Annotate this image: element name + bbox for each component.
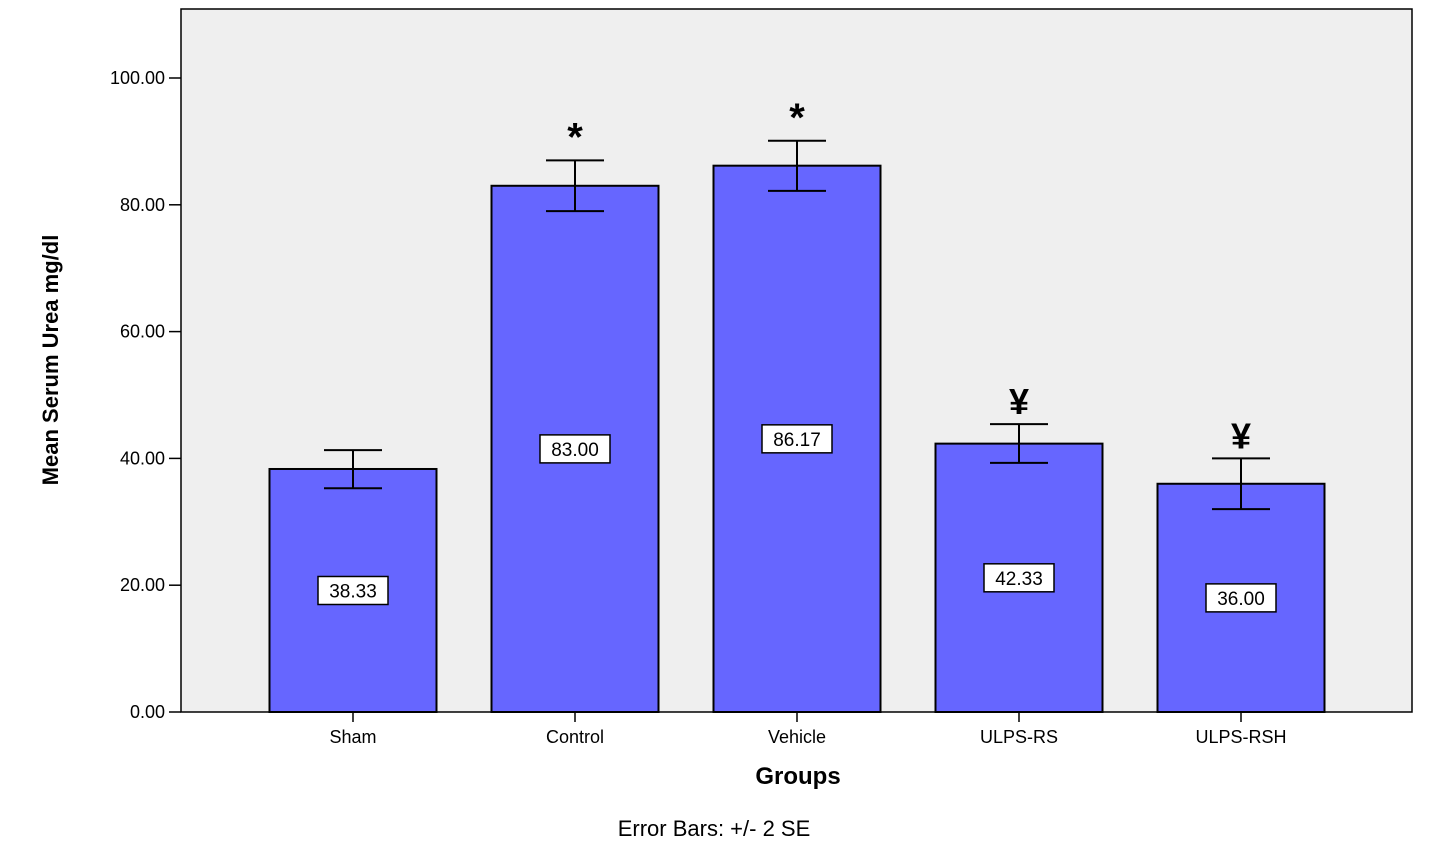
error-bars-footnote: Error Bars: +/- 2 SE	[618, 816, 811, 841]
value-label-text: 36.00	[1217, 589, 1265, 610]
value-label-box	[539, 434, 611, 464]
value-label-text: 42.33	[995, 569, 1043, 590]
y-tick-label: 100.00	[110, 68, 165, 88]
y-axis: 0.00 20.00 40.00 60.00 80.00 100.00	[110, 68, 181, 722]
value-label: 42.33	[983, 563, 1055, 593]
value-label: 83.00	[539, 434, 611, 464]
significance-yen: ¥	[1009, 381, 1029, 422]
x-tick-label: Control	[546, 727, 604, 747]
value-label-box	[317, 575, 389, 606]
x-tick-label: ULPS-RSH	[1195, 727, 1286, 747]
significance-markers-group: * * ¥ ¥	[567, 96, 1251, 457]
value-label-box	[983, 563, 1055, 593]
y-axis-title: Mean Serum Urea mg/dl	[38, 235, 63, 486]
value-label-text: 86.17	[773, 430, 821, 451]
significance-asterisk: *	[567, 115, 583, 159]
value-label-text: 83.00	[551, 440, 599, 461]
y-tick-label: 40.00	[120, 448, 165, 468]
significance-yen: ¥	[1231, 415, 1251, 456]
y-tick-label: 60.00	[120, 322, 165, 342]
x-tick-label: Sham	[329, 727, 376, 747]
error-bars-group	[324, 139, 1270, 511]
x-tick-label: ULPS-RS	[980, 727, 1058, 747]
value-label: 86.17	[761, 424, 833, 454]
value-labels-group: 38.33 83.00 86.17 42.33 36.00	[317, 424, 1277, 613]
value-label-text: 38.33	[329, 581, 377, 602]
value-label-box	[1205, 583, 1277, 613]
value-label: 38.33	[317, 575, 389, 606]
x-axis: Sham Control Vehicle ULPS-RS ULPS-RSH	[329, 712, 1287, 747]
x-tick-label: Vehicle	[768, 727, 826, 747]
bars-group	[268, 164, 1326, 714]
value-label-box	[761, 424, 833, 454]
value-label: 36.00	[1205, 583, 1277, 613]
y-tick-label: 80.00	[120, 195, 165, 215]
y-tick-label: 20.00	[120, 575, 165, 595]
significance-asterisk: *	[789, 96, 805, 140]
y-tick-label: 0.00	[130, 702, 165, 722]
x-axis-title: Groups	[755, 763, 840, 790]
